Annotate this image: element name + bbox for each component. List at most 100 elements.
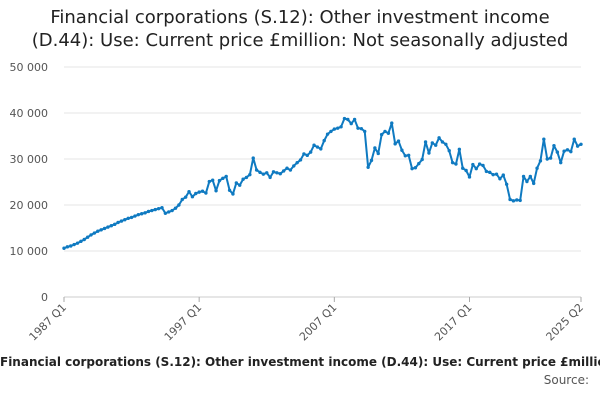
data-point[interactable] [227, 188, 232, 192]
data-point[interactable] [221, 176, 225, 181]
data-point[interactable] [72, 242, 76, 247]
data-point[interactable] [484, 169, 489, 174]
data-point[interactable] [555, 150, 560, 154]
data-point[interactable] [494, 172, 499, 176]
data-point[interactable] [444, 142, 448, 146]
data-point[interactable] [241, 177, 245, 181]
data-point[interactable] [197, 190, 201, 194]
data-point[interactable] [342, 116, 347, 121]
data-point[interactable] [265, 171, 269, 175]
data-point[interactable] [109, 224, 114, 228]
data-point[interactable] [430, 141, 435, 145]
data-point[interactable] [427, 151, 431, 155]
data-point[interactable] [498, 177, 502, 181]
data-point[interactable] [248, 172, 252, 177]
data-point[interactable] [160, 206, 164, 210]
data-point[interactable] [356, 126, 360, 130]
data-point[interactable] [400, 148, 404, 152]
data-point[interactable] [511, 199, 516, 203]
data-point[interactable] [187, 189, 191, 194]
data-point[interactable] [214, 189, 218, 193]
data-point[interactable] [474, 166, 478, 171]
data-point[interactable] [126, 216, 130, 221]
data-point[interactable] [143, 211, 147, 215]
data-point[interactable] [75, 241, 80, 245]
data-point[interactable] [359, 126, 364, 131]
data-point[interactable] [65, 245, 70, 249]
data-point[interactable] [146, 209, 151, 214]
data-point[interactable] [454, 162, 458, 166]
data-point[interactable] [305, 153, 309, 158]
data-point[interactable] [363, 129, 367, 134]
data-point[interactable] [156, 206, 161, 211]
data-point[interactable] [129, 215, 134, 220]
data-point[interactable] [173, 206, 178, 210]
data-point[interactable] [190, 195, 195, 199]
data-point[interactable] [437, 136, 441, 140]
data-point[interactable] [285, 166, 289, 170]
data-point[interactable] [366, 165, 370, 169]
data-point[interactable] [461, 166, 465, 170]
data-point[interactable] [467, 175, 472, 179]
data-point[interactable] [275, 171, 279, 175]
data-point[interactable] [410, 166, 414, 171]
data-point[interactable] [79, 239, 83, 244]
data-point[interactable] [281, 169, 286, 173]
data-point[interactable] [565, 148, 570, 152]
data-point[interactable] [373, 146, 377, 150]
data-point[interactable] [153, 207, 157, 212]
data-point[interactable] [85, 235, 90, 239]
data-point[interactable] [234, 181, 239, 185]
data-point[interactable] [99, 228, 103, 232]
data-point[interactable] [69, 244, 73, 248]
data-point[interactable] [440, 140, 445, 144]
data-point[interactable] [562, 149, 566, 153]
data-point[interactable] [339, 125, 343, 129]
data-point[interactable] [271, 170, 276, 174]
data-point[interactable] [383, 129, 387, 134]
data-point[interactable] [450, 160, 455, 165]
data-point[interactable] [217, 178, 222, 183]
data-point[interactable] [140, 212, 144, 216]
data-point[interactable] [575, 144, 580, 148]
data-point[interactable] [295, 160, 299, 165]
data-point[interactable] [278, 172, 282, 176]
data-point[interactable] [518, 198, 522, 203]
data-point[interactable] [346, 117, 350, 122]
data-point[interactable] [261, 172, 266, 176]
data-point[interactable] [136, 212, 141, 217]
data-point[interactable] [200, 189, 205, 193]
data-point[interactable] [251, 156, 255, 160]
data-point[interactable] [413, 166, 418, 170]
data-point[interactable] [329, 129, 333, 134]
data-point[interactable] [559, 160, 563, 165]
data-point[interactable] [62, 246, 66, 250]
data-point[interactable] [322, 138, 326, 143]
data-point[interactable] [481, 163, 485, 168]
data-point[interactable] [528, 174, 533, 179]
data-point[interactable] [552, 143, 556, 148]
data-point[interactable] [292, 164, 296, 168]
data-point[interactable] [231, 192, 235, 196]
data-point[interactable] [525, 179, 529, 184]
data-point[interactable] [369, 158, 374, 163]
data-point[interactable] [288, 168, 293, 172]
data-point[interactable] [258, 170, 262, 175]
data-point[interactable] [352, 117, 357, 122]
data-point[interactable] [504, 182, 509, 186]
data-point[interactable] [96, 229, 100, 233]
data-point[interactable] [312, 143, 316, 147]
data-point[interactable] [244, 175, 249, 180]
data-point[interactable] [508, 197, 512, 202]
data-point[interactable] [488, 170, 492, 175]
data-point[interactable] [457, 147, 462, 152]
data-point[interactable] [224, 174, 228, 179]
data-point[interactable] [150, 208, 154, 213]
data-point[interactable] [133, 214, 137, 218]
data-point[interactable] [177, 203, 181, 207]
data-point[interactable] [548, 156, 553, 160]
data-point[interactable] [403, 154, 407, 158]
data-point[interactable] [207, 179, 211, 184]
data-point[interactable] [302, 152, 306, 156]
data-point[interactable] [393, 142, 397, 146]
